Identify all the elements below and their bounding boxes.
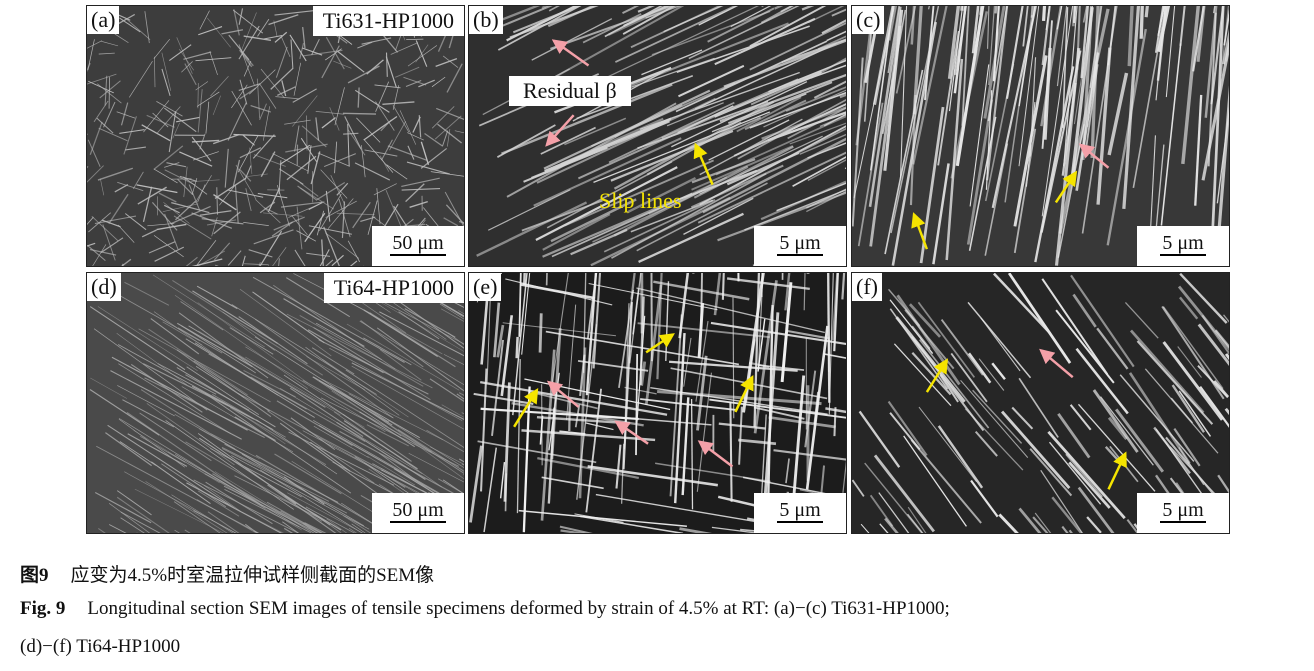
caption-en-line2: (d)−(f) Ti64-HP1000 bbox=[20, 636, 180, 658]
scale-bar: 50 μm bbox=[372, 493, 464, 533]
caption-en: Fig. 9 Longitudinal section SEM images of… bbox=[20, 598, 950, 620]
scale-bar: 5 μm bbox=[1137, 493, 1229, 533]
panel-label: (e) bbox=[469, 273, 502, 301]
panel-f: (f) 5 μm bbox=[851, 272, 1230, 534]
sem-texture bbox=[89, 273, 464, 533]
panel-b: (b) 5 μm Residual β Slip lines bbox=[468, 5, 847, 267]
scale-bar: 50 μm bbox=[372, 226, 464, 266]
panel-d: (d) Ti64-HP1000 50 μm bbox=[86, 272, 465, 534]
panel-label: (b) bbox=[469, 6, 503, 34]
panel-label: (a) bbox=[87, 6, 120, 34]
caption-cn-text: 应变为4.5%时室温拉伸试样侧截面的SEM像 bbox=[70, 565, 435, 586]
caption-en-text-1: Longitudinal section SEM images of tensi… bbox=[87, 598, 950, 619]
slip-lines-label: Slip lines bbox=[599, 188, 682, 213]
panel-label: (d) bbox=[87, 273, 121, 301]
scale-bar: 5 μm bbox=[1137, 226, 1229, 266]
caption-cn-label: 图9 bbox=[20, 565, 49, 586]
sample-tag: Ti631-HP1000 bbox=[312, 6, 464, 36]
scale-bar: 5 μm bbox=[754, 493, 846, 533]
caption-en-label: Fig. 9 bbox=[20, 598, 66, 619]
residual-beta-label: Residual β bbox=[509, 76, 631, 106]
caption-en-text-2: (d)−(f) Ti64-HP1000 bbox=[20, 636, 181, 657]
panel-e: (e) 5 μm bbox=[468, 272, 847, 534]
panel-label: (f) bbox=[852, 273, 882, 301]
panel-label: (c) bbox=[852, 6, 885, 34]
scale-bar: 5 μm bbox=[754, 226, 846, 266]
sem-texture bbox=[852, 6, 1229, 266]
caption-cn: 图9 应变为4.5%时室温拉伸试样侧截面的SEM像 bbox=[20, 560, 434, 587]
panel-a: (a) Ti631-HP1000 50 μm bbox=[86, 5, 465, 267]
panel-c: (c) 5 μm bbox=[851, 5, 1230, 267]
sample-tag: Ti64-HP1000 bbox=[323, 273, 464, 303]
